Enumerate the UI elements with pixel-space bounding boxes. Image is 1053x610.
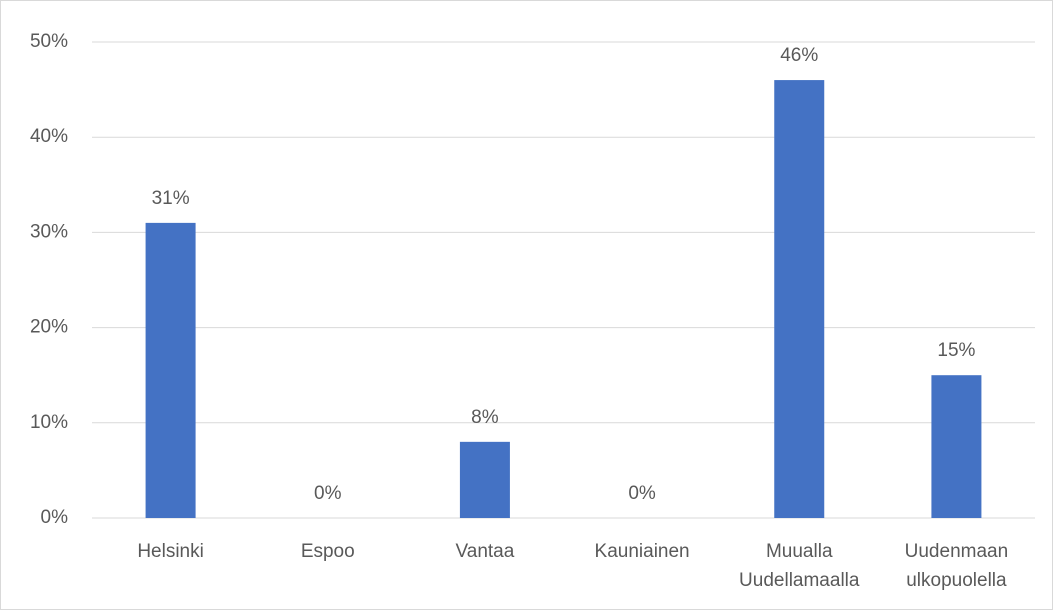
y-tick-label: 40% bbox=[30, 126, 68, 147]
data-label: 15% bbox=[937, 340, 975, 361]
y-tick-label: 20% bbox=[30, 317, 68, 338]
x-tick-label: Uudenmaan ulkopuolella bbox=[905, 541, 1009, 591]
x-tick-label: Vantaa bbox=[456, 541, 515, 562]
bar bbox=[774, 80, 825, 518]
data-label: 31% bbox=[152, 188, 190, 209]
y-tick-label: 50% bbox=[30, 31, 68, 52]
data-label: 0% bbox=[314, 483, 342, 504]
data-label: 8% bbox=[471, 407, 499, 428]
y-tick-label: 10% bbox=[30, 412, 68, 433]
bar bbox=[145, 222, 196, 518]
data-label: 0% bbox=[628, 483, 656, 504]
y-tick-label: 30% bbox=[30, 221, 68, 242]
x-tick-label: Helsinki bbox=[137, 541, 204, 562]
bar bbox=[459, 441, 510, 518]
x-tick-label: Kauniainen bbox=[595, 541, 690, 562]
y-tick-label: 0% bbox=[41, 507, 69, 528]
x-tick-label: Espoo bbox=[301, 541, 355, 562]
x-tick-label: Muualla Uudellamaalla bbox=[739, 541, 860, 591]
data-label: 46% bbox=[780, 45, 818, 66]
bar bbox=[931, 375, 982, 518]
